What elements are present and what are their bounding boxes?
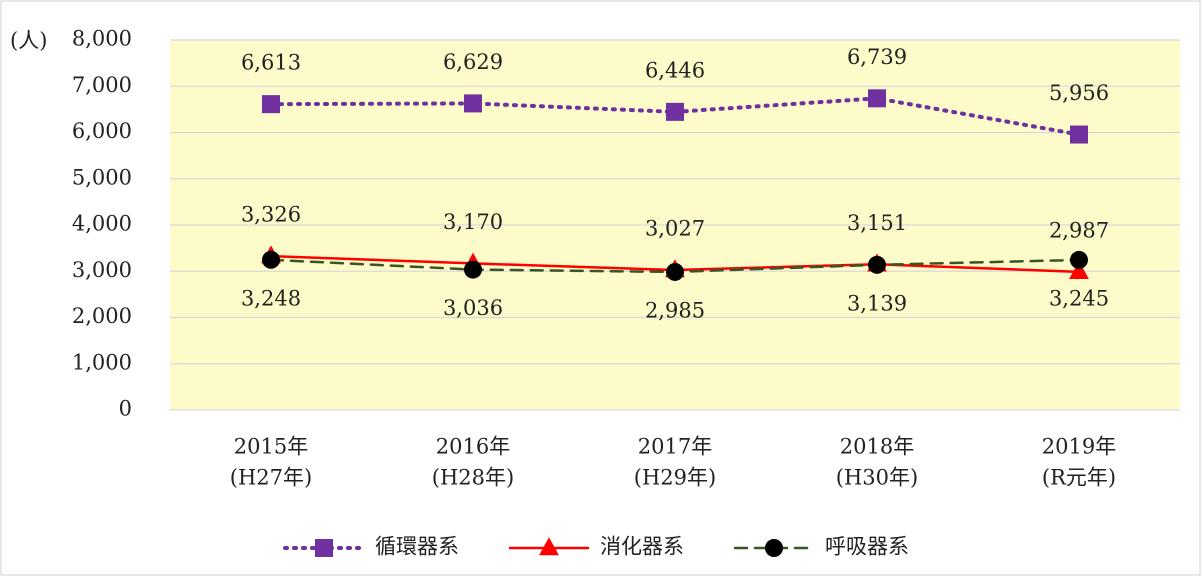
data-label: 3,036	[443, 296, 503, 320]
y-tick-label: 8,000	[72, 27, 132, 51]
y-tick-label: 5,000	[72, 165, 132, 189]
x-tick-label: (H29年)	[634, 466, 716, 490]
marker	[464, 94, 482, 113]
x-tick-label: 2016年	[436, 435, 510, 459]
y-tick-label: 6,000	[72, 119, 132, 143]
data-label: 3,326	[241, 203, 301, 227]
data-label: 6,629	[443, 50, 503, 74]
x-tick-label: (H28年)	[432, 466, 514, 490]
marker	[539, 537, 559, 556]
x-tick-label: 2017年	[638, 435, 712, 459]
y-tick-label: 7,000	[72, 73, 132, 97]
marker	[666, 262, 684, 281]
marker	[315, 539, 333, 557]
marker	[464, 260, 482, 279]
y-unit: (人)	[10, 29, 47, 53]
marker	[262, 250, 280, 269]
data-label: 5,956	[1049, 81, 1109, 105]
x-tick-label: (H30年)	[836, 466, 918, 490]
marker	[1070, 125, 1088, 144]
data-label: 6,446	[645, 58, 705, 82]
data-label: 6,739	[847, 45, 907, 69]
x-tick-label: (R元年)	[1042, 466, 1116, 490]
y-tick-label: 4,000	[72, 212, 132, 236]
data-label: 3,170	[443, 210, 503, 234]
data-label: 2,987	[1049, 218, 1109, 242]
x-tick-label: 2019年	[1042, 435, 1116, 459]
data-label: 2,985	[645, 298, 705, 322]
y-tick-label: 0	[119, 397, 132, 421]
legend-label: 循環器系	[375, 535, 459, 559]
data-label: 6,613	[241, 51, 301, 75]
x-tick-label: 2015年	[234, 435, 308, 459]
marker	[1070, 250, 1088, 269]
marker	[262, 95, 280, 114]
data-label: 3,139	[847, 291, 907, 315]
marker	[868, 255, 886, 274]
y-tick-label: 3,000	[72, 258, 132, 282]
data-label: 3,245	[1049, 286, 1109, 310]
legend-label: 呼吸器系	[825, 535, 909, 559]
marker	[765, 539, 783, 557]
y-tick-label: 1,000	[72, 350, 132, 374]
x-tick-label: (H27年)	[230, 466, 312, 490]
marker	[868, 89, 886, 108]
data-label: 3,248	[241, 286, 301, 310]
data-label: 3,027	[645, 217, 705, 241]
legend-label: 消化器系	[600, 535, 684, 559]
marker	[1069, 261, 1089, 280]
data-label: 3,151	[847, 211, 907, 235]
marker	[666, 102, 684, 121]
y-tick-label: 2,000	[72, 304, 132, 328]
x-tick-label: 2018年	[840, 435, 914, 459]
